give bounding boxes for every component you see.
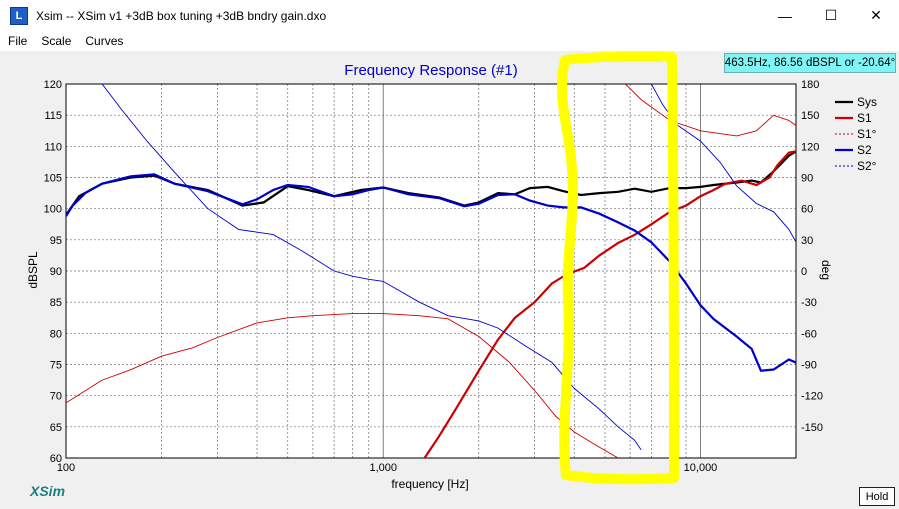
xsim-app-icon: L	[10, 6, 28, 25]
legend-entry[interactable]: S2°	[857, 159, 877, 173]
y2-tick-label: 180	[801, 79, 819, 91]
y2-tick-label: 0	[801, 266, 807, 278]
y-tick-label: 70	[50, 391, 62, 403]
legend-entry[interactable]: Sys	[857, 95, 877, 109]
y-tick-label: 110	[44, 141, 62, 153]
series-line-s1-phase	[66, 84, 796, 458]
maximize-button[interactable]: ☐	[808, 0, 854, 31]
menu-file[interactable]: File	[8, 34, 28, 48]
series-line-s2	[66, 173, 796, 372]
y2-tick-label: 90	[801, 173, 813, 185]
minimize-button[interactable]: —	[762, 0, 808, 31]
x-axis-label: frequency [Hz]	[391, 477, 468, 491]
menu-bar: File Scale Curves	[0, 31, 899, 51]
minimize-icon: —	[778, 7, 792, 24]
y2-tick-label: -120	[801, 391, 823, 403]
y-tick-label: 105	[44, 173, 62, 185]
cursor-readout: 463.5Hz, 86.56 dBSPL or -20.64°	[724, 53, 896, 73]
x-tick-label: 10,000	[684, 462, 718, 474]
y2-tick-label: 60	[801, 204, 813, 216]
x-tick-label: 100	[57, 462, 75, 474]
y-tick-label: 95	[50, 235, 62, 247]
legend-entry[interactable]: S1	[857, 111, 872, 125]
y2-tick-label: -150	[801, 422, 823, 434]
xsim-logo: XSim	[30, 483, 66, 499]
maximize-icon: ☐	[824, 7, 838, 23]
close-icon: ✕	[870, 7, 882, 23]
y2-tick-label: 120	[801, 141, 819, 153]
y-tick-label: 80	[50, 328, 62, 340]
y-tick-label: 75	[50, 360, 62, 372]
y-tick-label: 65	[50, 422, 62, 434]
y-tick-label: 60	[50, 453, 62, 465]
y2-axis-label: deg	[819, 260, 833, 280]
plot-frame	[65, 83, 797, 459]
close-button[interactable]: ✕	[853, 0, 899, 31]
y2-tick-label: 150	[801, 110, 819, 122]
y-tick-label: 85	[50, 297, 62, 309]
y-tick-label: 90	[50, 266, 62, 278]
window-title: Xsim -- XSim v1 +3dB box tuning +3dB bnd…	[36, 8, 327, 23]
hold-button[interactable]: Hold	[859, 487, 895, 506]
y2-tick-label: -60	[801, 328, 817, 340]
y2-tick-label: -30	[801, 297, 817, 309]
y-tick-label: 100	[44, 204, 62, 216]
legend-entry[interactable]: S1°	[857, 127, 877, 141]
series-line-s1	[423, 150, 796, 458]
chart-title: Frequency Response (#1)	[344, 62, 517, 79]
x-tick-label: 1,000	[369, 462, 397, 474]
highlight-annotation	[557, 51, 679, 485]
y-tick-label: 120	[44, 79, 62, 91]
y-axis-label: dBSPL	[26, 251, 40, 289]
y2-tick-label: 30	[801, 235, 813, 247]
y-tick-label: 115	[44, 110, 62, 122]
menu-curves[interactable]: Curves	[85, 34, 124, 48]
legend-entry[interactable]: S2	[857, 143, 872, 157]
menu-scale[interactable]: Scale	[41, 34, 72, 48]
y2-tick-label: -90	[801, 360, 817, 372]
